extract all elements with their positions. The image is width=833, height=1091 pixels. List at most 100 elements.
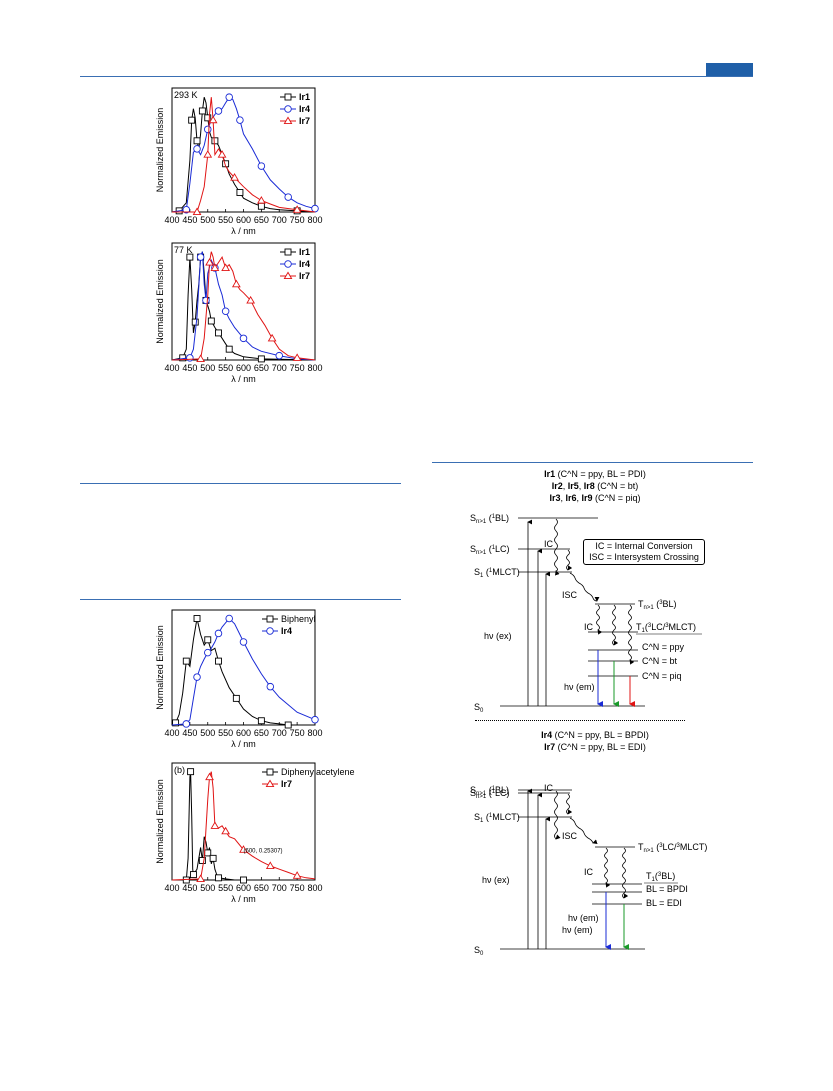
chart-1-legend-Ir7-marker [283, 271, 293, 280]
label-ic-1: IC [544, 539, 554, 549]
diagram-bottom-caption: Ir4 (C^N = ppy, BL = BPDI) Ir7 (C^N = pp… [460, 729, 730, 753]
chart-1-series-Ir1-line [171, 251, 316, 361]
chart-3-series-Ir7-point [292, 871, 302, 879]
chart-1-legend-Ir1-marker [284, 248, 292, 256]
caption-line-3: Ir3, Ir6, Ir9 (C^N = piq) [549, 493, 641, 503]
chart-0-series-Ir7-point [208, 115, 218, 124]
caption-bottom-line-2: Ir7 (C^N = ppy, BL = EDI) [544, 742, 646, 752]
chart-1-xtick-label: 400 [164, 363, 179, 373]
chart-1-series-Ir7-point [221, 263, 231, 271]
chart-3-xtick-label: 450 [182, 883, 197, 893]
label-cn1: C^N = ppy [642, 642, 684, 652]
chart-3-frame [171, 762, 316, 881]
chart-0-legend-Ir1-marker [284, 93, 292, 101]
chart-1-series-Ir7-point [205, 258, 214, 266]
chart-2-legend-Biphenyl-label: Biphenyl [281, 614, 316, 624]
b-label-isc: ISC [562, 831, 578, 841]
chart-0-series-Ir4-point [203, 125, 212, 134]
chart-3-series-Ir7-point [221, 826, 231, 835]
chart-1-series-Ir1-point [225, 345, 233, 353]
label-ic-2: IC [584, 622, 594, 632]
chart-3-series-Diphenylacetylene-line [172, 771, 315, 881]
chart-2-series-Ir4-point [214, 629, 223, 638]
chart-1-legend-Ir7-label: Ir7 [299, 271, 310, 281]
chart-3-xtick-label: 600 [236, 883, 251, 893]
chart-1-series-Ir1-point [186, 253, 194, 261]
chart-0-series-Ir1-point [198, 107, 206, 115]
chart-2-series-Ir4-point [203, 648, 212, 657]
chart-0-series-Ir1-point [236, 189, 244, 196]
chart-3-xtick-label: 700 [272, 883, 287, 893]
chart-0-series-Ir4-line [171, 96, 316, 213]
header-tab [706, 63, 753, 76]
chart-3-series-Diphenylacetylene-point [198, 857, 206, 864]
chart-0-legend-Ir7-marker [283, 116, 293, 125]
ic-wavy-1 [554, 518, 560, 576]
chart-2-series-Biphenyl-point [257, 717, 265, 725]
chart-1-series-Ir4-point [221, 307, 230, 316]
chart-0-ylabel: Normalized Emission [155, 108, 165, 193]
b-ic-wavy-2 [566, 793, 573, 815]
chart-3-series-Ir7-line [171, 771, 316, 881]
chart-0-series-Ir1-point [188, 116, 196, 124]
chart-3-xtick-label: 550 [218, 883, 233, 893]
chart-3-series-Diphenylacetylene-point [240, 876, 247, 884]
chart-1-series-Ir4-point [275, 351, 284, 360]
chart-2-xtick-label: 400 [164, 728, 179, 738]
chart-0-series-Ir7-point [203, 150, 213, 158]
label-hv-ex: hν (ex) [484, 631, 512, 641]
chart-0-legend-Ir1-label: Ir1 [299, 92, 310, 102]
rule-left-1 [80, 483, 401, 484]
chart-2-series-Ir4-point [193, 673, 201, 681]
chart-1-xtick-label: 550 [218, 363, 233, 373]
isc-wavy [569, 572, 600, 602]
chart-0-xtick-label: 700 [272, 215, 287, 225]
chart-1-series-Ir4-point [196, 253, 205, 261]
chart-2-xtick-label: 750 [290, 728, 305, 738]
diagram-top-caption: Ir1 (C^N = ppy, BL = PDI) Ir2, Ir5, Ir8 … [460, 468, 730, 504]
chart-3-title: (b) [174, 765, 185, 775]
chart-1-xtick-label: 800 [307, 363, 322, 373]
b-label-s1: S1 (1MLCT) [474, 812, 520, 824]
ic-wavy-2 [566, 549, 573, 571]
chart-1-series-Ir7-point [196, 354, 205, 362]
chart-3-series-Ir7-point [239, 845, 248, 853]
rule-left-2 [80, 599, 401, 600]
label-sn-bl: Sn>1 (1BL) [470, 513, 509, 525]
chart-2-xtick-label: 650 [254, 728, 269, 738]
chart-3-xtick-label: 650 [254, 883, 269, 893]
chart-1-series-Ir1-point [191, 318, 199, 326]
chart-3-legend-Ir7-marker [265, 779, 275, 788]
b-label-tn: Tn>1 (3LC/3MLCT) [638, 842, 707, 854]
b-ic-wavy-3 [604, 847, 611, 888]
chart-2-xlabel: λ / nm [231, 739, 256, 749]
caption-bottom-line-1: Ir4 (C^N = ppy, BL = BPDI) [541, 730, 649, 740]
chart-0-xlabel: λ / nm [231, 226, 256, 236]
chart-3-annotation: (600, 0.25307) [244, 849, 283, 855]
chart-1-series-Ir4-point [239, 334, 248, 343]
chart-2-series-Ir4-point [182, 720, 191, 728]
chart-3-series-Diphenylacetylene-point [215, 874, 222, 882]
chart-0-legend-Ir4-marker [284, 105, 292, 113]
b-ic-wavy-4 [622, 847, 629, 899]
chart-1-series-Ir1-point [207, 317, 215, 325]
chart-2-series-Ir4-point [266, 682, 275, 691]
chart-0-series-Ir7-point [192, 207, 202, 216]
chart-2-frame [171, 609, 316, 726]
label-sn-lc: Sn>1 (1LC) [470, 544, 510, 556]
chart-0-xtick-label: 650 [254, 215, 269, 225]
chart-0-xtick-label: 550 [218, 215, 233, 225]
chart-1-series-Ir7-point [246, 295, 256, 304]
chart-0-xtick-label: 500 [200, 215, 215, 225]
chart-0-xtick-label: 750 [290, 215, 305, 225]
chart-0-xtick-label: 450 [182, 215, 197, 225]
ic-wavy-4 [612, 604, 619, 646]
diagram-separator [475, 720, 685, 721]
chart-3-ylabel: Normalized Emission [155, 779, 165, 864]
b-label-hv-em-2: hν (em) [562, 925, 593, 935]
label-cn3: C^N = piq [642, 671, 682, 681]
chart-0-xtick-label: 600 [236, 215, 251, 225]
chart-0-legend-Ir7-label: Ir7 [299, 116, 310, 126]
chart-2-xtick-label: 700 [272, 728, 287, 738]
chart-2-legend-Ir4-marker [266, 627, 274, 635]
